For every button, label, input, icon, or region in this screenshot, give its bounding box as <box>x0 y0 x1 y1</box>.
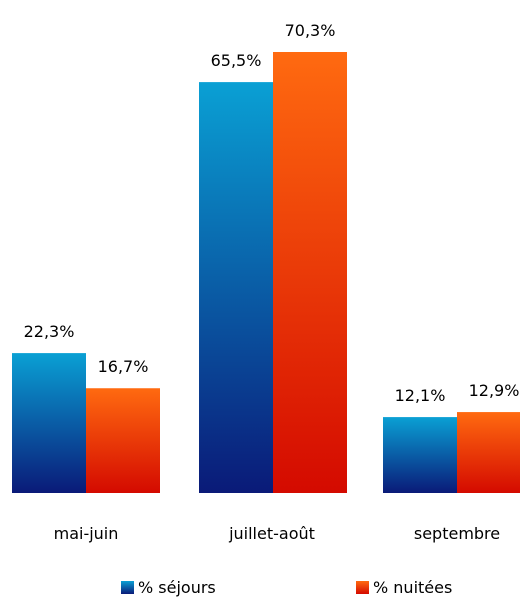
bar-sejours-0 <box>12 353 86 493</box>
value-label-nuitees-2: 12,9% <box>469 381 520 400</box>
value-label-nuitees-0: 16,7% <box>98 357 149 376</box>
bar-nuitees-0 <box>86 388 160 493</box>
legend-swatch-sejours <box>121 581 134 594</box>
value-label-sejours-1: 65,5% <box>211 51 262 70</box>
legend-swatch-nuitees <box>356 581 369 594</box>
category-label-0: mai-juin <box>54 524 119 543</box>
value-labels-layer: 22,3% 16,7% 65,5% 70,3% 12,1% 12,9% <box>24 21 520 405</box>
legend-label-sejours: % séjours <box>138 578 216 597</box>
bar-sejours-1 <box>199 82 273 493</box>
bar-nuitees-1 <box>273 52 347 493</box>
category-label-2: septembre <box>414 524 500 543</box>
value-label-sejours-2: 12,1% <box>395 386 446 405</box>
bar-nuitees-2 <box>457 412 520 493</box>
legend: % séjours % nuitées <box>121 578 452 597</box>
category-labels-layer: mai-juin juillet-août septembre <box>54 524 501 543</box>
bars-layer <box>12 52 520 493</box>
category-label-1: juillet-août <box>228 524 315 543</box>
value-label-sejours-0: 22,3% <box>24 322 75 341</box>
bar-sejours-2 <box>383 417 457 493</box>
value-label-nuitees-1: 70,3% <box>285 21 336 40</box>
legend-label-nuitees: % nuitées <box>373 578 452 597</box>
